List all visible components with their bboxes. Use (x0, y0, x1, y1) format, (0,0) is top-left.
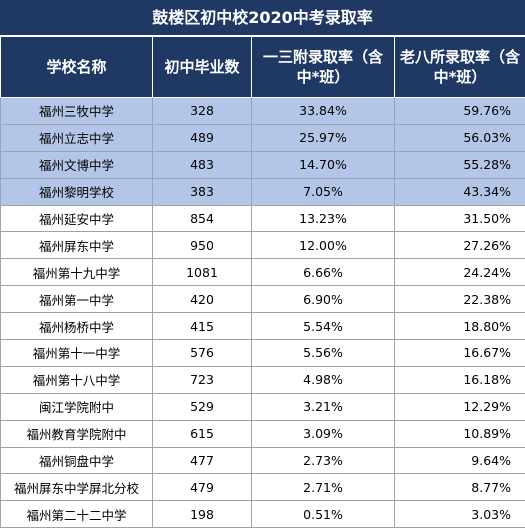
school-name-cell: 福州第十一中学 (1, 340, 153, 367)
school-name-cell: 闽江学院附中 (1, 393, 153, 420)
school-name-cell: 福州屏东中学屏北分校 (1, 474, 153, 501)
rate-top8-cell: 27.26% (395, 232, 525, 259)
graduates-cell: 479 (153, 474, 252, 501)
rate-top8-cell: 3.03% (395, 501, 525, 528)
school-name-cell: 福州铜盘中学 (1, 447, 153, 474)
admission-rate-table: 学校名称 初中毕业数 一三附录取率（含中*班） 老八所录取率（含中*班） 福州三… (0, 36, 525, 528)
school-name-cell: 福州第十九中学 (1, 259, 153, 286)
rate-top8-cell: 43.34% (395, 178, 525, 205)
graduates-cell: 477 (153, 447, 252, 474)
school-name-cell: 福州文博中学 (1, 151, 153, 178)
header-rate-top8: 老八所录取率（含中*班） (395, 37, 525, 98)
graduates-cell: 723 (153, 366, 252, 393)
rate-top8-cell: 31.50% (395, 205, 525, 232)
rate-top3-cell: 13.23% (252, 205, 395, 232)
rate-top8-cell: 16.18% (395, 366, 525, 393)
rate-top8-cell: 24.24% (395, 259, 525, 286)
rate-top3-cell: 12.00% (252, 232, 395, 259)
rate-top8-cell: 8.77% (395, 474, 525, 501)
graduates-cell: 854 (153, 205, 252, 232)
rate-top3-cell: 2.71% (252, 474, 395, 501)
rate-top8-cell: 9.64% (395, 447, 525, 474)
rate-top3-cell: 2.73% (252, 447, 395, 474)
school-name-cell: 福州立志中学 (1, 124, 153, 151)
graduates-cell: 415 (153, 313, 252, 340)
graduates-cell: 328 (153, 98, 252, 125)
rate-top3-cell: 3.09% (252, 420, 395, 447)
admission-rate-table-card: 鼓楼区初中校2020中考录取率 学校名称 初中毕业数 一三附录取率（含中*班） … (0, 0, 525, 513)
school-name-cell: 福州杨桥中学 (1, 313, 153, 340)
school-name-cell: 福州第十八中学 (1, 366, 153, 393)
header-graduates: 初中毕业数 (153, 37, 252, 98)
rate-top3-cell: 0.51% (252, 501, 395, 528)
rate-top3-cell: 14.70% (252, 151, 395, 178)
graduates-cell: 1081 (153, 259, 252, 286)
school-name-cell: 福州屏东中学 (1, 232, 153, 259)
rate-top8-cell: 59.76% (395, 98, 525, 125)
school-name-cell: 福州黎明学校 (1, 178, 153, 205)
header-rate-top3: 一三附录取率（含中*班） (252, 37, 395, 98)
graduates-cell: 950 (153, 232, 252, 259)
rate-top3-cell: 33.84% (252, 98, 395, 125)
graduates-cell: 576 (153, 340, 252, 367)
school-name-cell: 福州第二十二中学 (1, 501, 153, 528)
school-name-cell: 福州第一中学 (1, 286, 153, 313)
rate-top8-cell: 18.80% (395, 313, 525, 340)
rate-top8-cell: 22.38% (395, 286, 525, 313)
rate-top3-cell: 7.05% (252, 178, 395, 205)
header-school-name: 学校名称 (1, 37, 153, 98)
graduates-cell: 529 (153, 393, 252, 420)
rate-top3-cell: 5.56% (252, 340, 395, 367)
rate-top8-cell: 12.29% (395, 393, 525, 420)
rate-top8-cell: 16.67% (395, 340, 525, 367)
graduates-cell: 489 (153, 124, 252, 151)
rate-top3-cell: 3.21% (252, 393, 395, 420)
rate-top3-cell: 5.54% (252, 313, 395, 340)
rate-top8-cell: 56.03% (395, 124, 525, 151)
graduates-cell: 198 (153, 501, 252, 528)
rate-top3-cell: 4.98% (252, 366, 395, 393)
rate-top8-cell: 10.89% (395, 420, 525, 447)
header-row: 学校名称 初中毕业数 一三附录取率（含中*班） 老八所录取率（含中*班） (1, 37, 525, 98)
school-name-cell: 福州延安中学 (1, 205, 153, 232)
rate-top3-cell: 25.97% (252, 124, 395, 151)
school-name-cell: 福州教育学院附中 (1, 420, 153, 447)
rate-top3-cell: 6.90% (252, 286, 395, 313)
graduates-cell: 383 (153, 178, 252, 205)
table-title: 鼓楼区初中校2020中考录取率 (0, 0, 525, 36)
graduates-cell: 483 (153, 151, 252, 178)
rate-top8-cell: 55.28% (395, 151, 525, 178)
school-name-cell: 福州三牧中学 (1, 98, 153, 125)
graduates-cell: 615 (153, 420, 252, 447)
graduates-cell: 420 (153, 286, 252, 313)
rate-top3-cell: 6.66% (252, 259, 395, 286)
